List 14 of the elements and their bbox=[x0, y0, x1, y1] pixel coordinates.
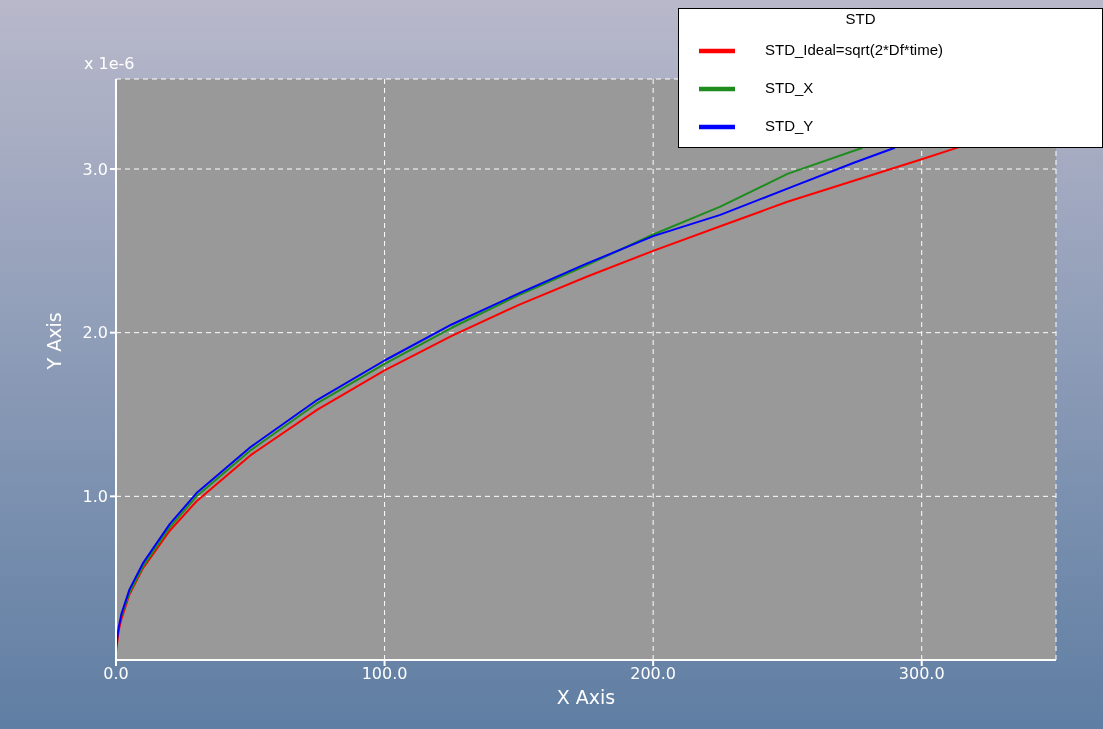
y-tick-label: 1.0 bbox=[82, 487, 108, 507]
y-axis-title: Y Axis bbox=[42, 312, 65, 371]
text: x 1e-6 bbox=[84, 54, 135, 73]
x-tick-label: 300.0 bbox=[898, 664, 945, 684]
y-tick-label: 2.0 bbox=[82, 323, 108, 343]
y-tick-label: 3.0 bbox=[82, 159, 108, 179]
x-tick-label: 200.0 bbox=[630, 664, 677, 684]
x-tick-label: 100.0 bbox=[361, 664, 408, 684]
legend-label: STD_Y bbox=[765, 117, 814, 134]
x-axis-title: X Axis bbox=[556, 686, 616, 708]
x-tick-label: 0.0 bbox=[103, 664, 129, 684]
legend-title: STD bbox=[844, 10, 877, 27]
legend-label: STD_Ideal=sqrt(2*Df*time) bbox=[765, 41, 943, 58]
legend-label: STD_X bbox=[765, 79, 814, 96]
